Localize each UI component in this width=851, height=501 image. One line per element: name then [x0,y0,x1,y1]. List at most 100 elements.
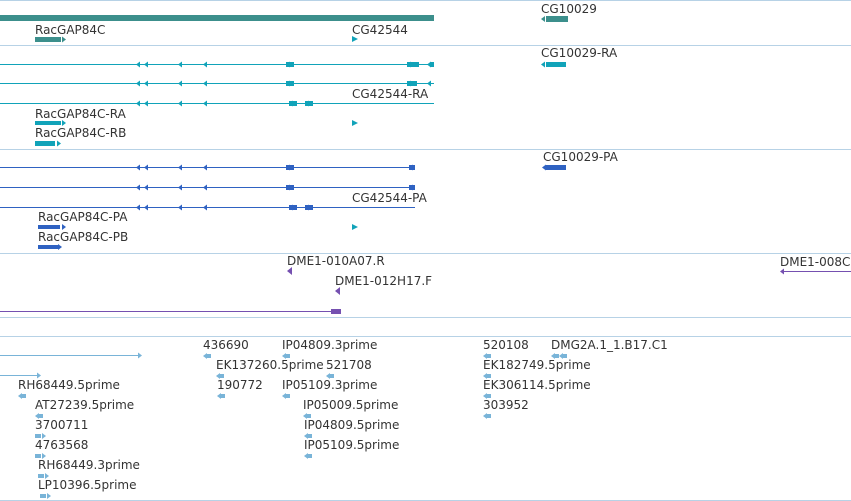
est-glyph-arrow-14 [483,413,487,419]
est-label-521708[interactable]: 521708 [326,358,372,372]
est-label-ip04809-5prime[interactable]: IP04809.5prime [304,418,400,432]
transcript-strand-arrow-c-2 [178,100,182,107]
est-label-at27239-5prime[interactable]: AT27239.5prime [35,398,135,412]
clone-label-dme1-012h17-f[interactable]: DME1-012H17.F [335,275,433,288]
est-glyph-arrow-1 [282,353,286,359]
est-label-ek182749-5prime[interactable]: EK182749.5prime [483,358,591,372]
transcript-label-racgap84c-rb[interactable]: RacGAP84C-RB [35,126,127,140]
transcript-cg10029-ra-arrow [541,61,545,68]
transcript-strand-arrow-a-0 [136,61,140,68]
est-glyph-arrow-4 [559,353,563,359]
transcript-label-racgap84c-ra[interactable]: RacGAP84C-RA [35,107,126,121]
est-glyph-body-11 [486,394,491,398]
est-label-dmg2a-1-1-b17-c1[interactable]: DMG2A.1_1.B17.C1 [551,338,668,352]
protein-strand-arrow-c-0 [136,204,140,211]
est-glyph-arrow-11 [483,393,487,399]
gene-racgap84c-bar [0,15,434,21]
transcript-strand-arrow-b-0 [136,80,140,87]
est-label-303952[interactable]: 303952 [483,398,529,412]
est-glyph-arrow-0 [203,353,207,359]
est-label-520108[interactable]: 520108 [483,338,529,352]
protein-exon-c-0 [289,205,297,210]
gene-label-cg42544[interactable]: CG42544 [352,23,408,37]
transcript-label-cg10029-ra[interactable]: CG10029-RA [541,46,618,60]
est-glyph-body-12 [38,414,43,418]
protein-label-cg10029-pa[interactable]: CG10029-PA [543,150,618,164]
est-label-lp10396-5prime[interactable]: LP10396.5prime [38,478,137,492]
est-label-4763568[interactable]: 4763568 [35,438,89,452]
transcript-racgap84c-rb-arrow [57,140,61,147]
gene-cg10029-glyph [546,16,568,22]
est-glyph-body-20 [40,494,46,498]
est-glyph-arrow-2 [483,353,487,359]
est-glyph-arrow-20 [47,493,51,499]
transcript-strand-arrow-a-3 [203,61,207,68]
gene-label-cg10029[interactable]: CG10029 [541,2,597,16]
protein-strand-arrow-b-0 [136,184,140,191]
protein-strand-arrow-b-3 [203,184,207,191]
protein-racgap84c-pa-exon [38,225,60,229]
est-label-ip04809-3prime[interactable]: IP04809.3prime [282,338,378,352]
protein-cg10029-pa-arrow [542,164,546,171]
transcript-cg10029-ra-exon [546,62,566,67]
protein-strand-arrow-a-0 [136,164,140,171]
transcript-strand-arrow-c-1 [144,100,148,107]
transcript-strand-arrow-b-2 [178,80,182,87]
protein-cg42544-pa-arrow [352,224,358,230]
protein-strand-arrow-b-2 [178,184,182,191]
protein-label-cg42544-pa[interactable]: CG42544-PA [352,191,427,205]
est-label-ip05109-3prime[interactable]: IP05109.3prime [282,378,378,392]
protein-cg10029-pa-exon [546,165,566,170]
clone-label-dme1-010a07-r[interactable]: DME1-010A07.R [287,254,385,268]
est-label-190772[interactable]: 190772 [217,378,263,392]
transcript-exon-a-1 [407,62,419,67]
clone-dme1-012h17-arrow [335,287,340,295]
est-label-3700711[interactable]: 3700711 [35,418,89,432]
est-long-line-2-arrow [37,372,41,379]
est-glyph-body-19 [38,474,44,478]
protein-strand-arrow-c-2 [178,204,182,211]
est-label-ek137260-5prime[interactable]: EK137260.5prime [216,358,324,372]
est-glyph-body-3 [554,354,559,358]
est-label-ek306114-5prime[interactable]: EK306114.5prime [483,378,591,392]
est-glyph-arrow-15 [42,433,46,439]
transcript-exon-c-1 [305,101,313,106]
protein-strand-arrow-c-1 [144,204,148,211]
protein-label-racgap84c-pa[interactable]: RacGAP84C-PA [38,210,128,224]
est-label-ip05009-5prime[interactable]: IP05009.5prime [303,398,399,412]
protein-strand-arrow-c-3 [203,204,207,211]
est-glyph-body-1 [285,354,290,358]
est-glyph-body-18 [307,454,312,458]
transcript-strand-arrow-c-3 [203,100,207,107]
gene-label-racgap84c[interactable]: RacGAP84C [35,23,106,37]
est-label-436690[interactable]: 436690 [203,338,249,352]
est-label-rh68449-3prime[interactable]: RH68449.3prime [38,458,140,472]
est-label-rh68449-5prime[interactable]: RH68449.5prime [18,378,120,392]
protein-label-racgap84c-pb[interactable]: RacGAP84C-PB [38,230,129,244]
transcript-label-cg42544-ra[interactable]: CG42544-RA [352,87,429,101]
est-glyph-body-2 [486,354,491,358]
protein-strand-arrow-a-1 [144,164,148,171]
est-glyph-body-5 [219,374,224,378]
transcript-racgap84c-rb-exon [35,141,55,146]
transcript-strand-arrow-b-6 [427,80,431,87]
transcript-strand-arrow-a-2 [178,61,182,68]
est-glyph-body-17 [35,454,41,458]
transcript-strand-arrow-b-3 [203,80,207,87]
transcript-racgap84c-ra-arrow [62,120,66,126]
est-label-ip05109-5prime[interactable]: IP05109.5prime [304,438,400,452]
protein-strand-arrow-a-2 [178,164,182,171]
est-glyph-arrow-17 [42,453,46,459]
clone-label-dme1-008c[interactable]: DME1-008C [780,256,851,269]
est-glyph-arrow-12 [35,413,39,419]
est-glyph-body-6 [329,374,334,378]
protein-exon-a-1 [409,165,415,170]
clone-dme1-008c-arrow [780,268,784,275]
transcript-exon-b-1 [407,81,417,86]
transcript-exon-c-0 [289,101,297,106]
est-glyph-arrow-10 [282,393,286,399]
gene-cg42544-arrow [352,36,358,42]
gene-racgap84c-arrow [62,36,66,43]
protein-exon-a-0 [286,165,294,170]
